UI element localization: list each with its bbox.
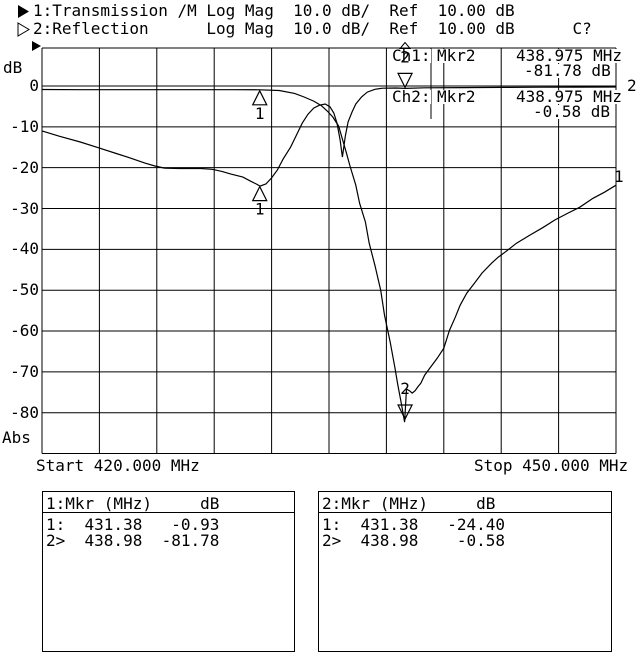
marker-table2-row: 2> 438.98 -0.58 [322, 531, 506, 550]
ch1-marker-frequency: 438.975 MHz [516, 46, 622, 65]
y-axis-tick-label: 0 [29, 76, 39, 95]
marker-table-channel1: 1:Mkr (MHz) dB 1: 431.38 -0.93 2> 438.98… [42, 491, 295, 652]
channel2-title: 2:Reflection Log Mag 10.0 dB/ Ref 10.00 … [33, 19, 592, 38]
marker-table1-row: 1: 431.38 -0.93 [46, 515, 220, 534]
y-axis-unit-label: dB [3, 58, 23, 77]
ch1-marker-channel-label: Ch1: [392, 46, 431, 65]
trace1-end-label: 1 [614, 167, 624, 186]
y-axis-tick-label: -80 [10, 403, 39, 422]
y-axis-tick-label: -70 [10, 362, 39, 381]
channel1-title: 1:Transmission /M Log Mag 10.0 dB/ Ref 1… [33, 1, 515, 20]
y-axis-tick-label: -50 [10, 280, 39, 299]
trace-2-line [41, 86, 617, 187]
marker-table2-row: 1: 431.38 -24.40 [322, 515, 506, 534]
y-axis-abs-label: Abs [2, 428, 31, 447]
start-frequency-label: Start 420.000 MHz [36, 456, 200, 475]
marker-table2-header: 2:Mkr (MHz) dB [322, 494, 496, 513]
inactive-channel-arrow-icon [17, 22, 30, 37]
ch2-marker-value: -0.58 dB [533, 102, 611, 121]
reference-position-arrow-icon [32, 41, 41, 51]
marker-table1-separator [43, 512, 294, 513]
y-axis-tick-label: -30 [10, 199, 39, 218]
ch1-marker-value: -81.78 dB [524, 61, 611, 80]
marker-table-channel2: 2:Mkr (MHz) dB 1: 431.38 -24.40 2> 438.9… [318, 491, 612, 652]
y-axis-tick-label: -40 [10, 239, 39, 258]
marker-table1-header: 1:Mkr (MHz) dB [46, 494, 220, 513]
y-axis-tick-label: -20 [10, 158, 39, 177]
y-axis-tick-label: -10 [10, 117, 39, 136]
marker-table2-separator [319, 512, 611, 513]
ch2-marker-frequency: 438.975 MHz [516, 87, 622, 106]
marker-table1-row: 2> 438.98 -81.78 [46, 531, 220, 550]
ch1-marker-name: Mkr2 [437, 46, 476, 65]
ch2-marker-name: Mkr2 [437, 87, 476, 106]
active-channel-arrow-icon [18, 5, 29, 18]
stop-frequency-label: Stop 450.000 MHz [474, 456, 629, 475]
ch2-marker-channel-label: Ch2: [392, 87, 431, 106]
trace2-end-label: 2 [627, 76, 637, 95]
y-axis-tick-label: -60 [10, 321, 39, 340]
